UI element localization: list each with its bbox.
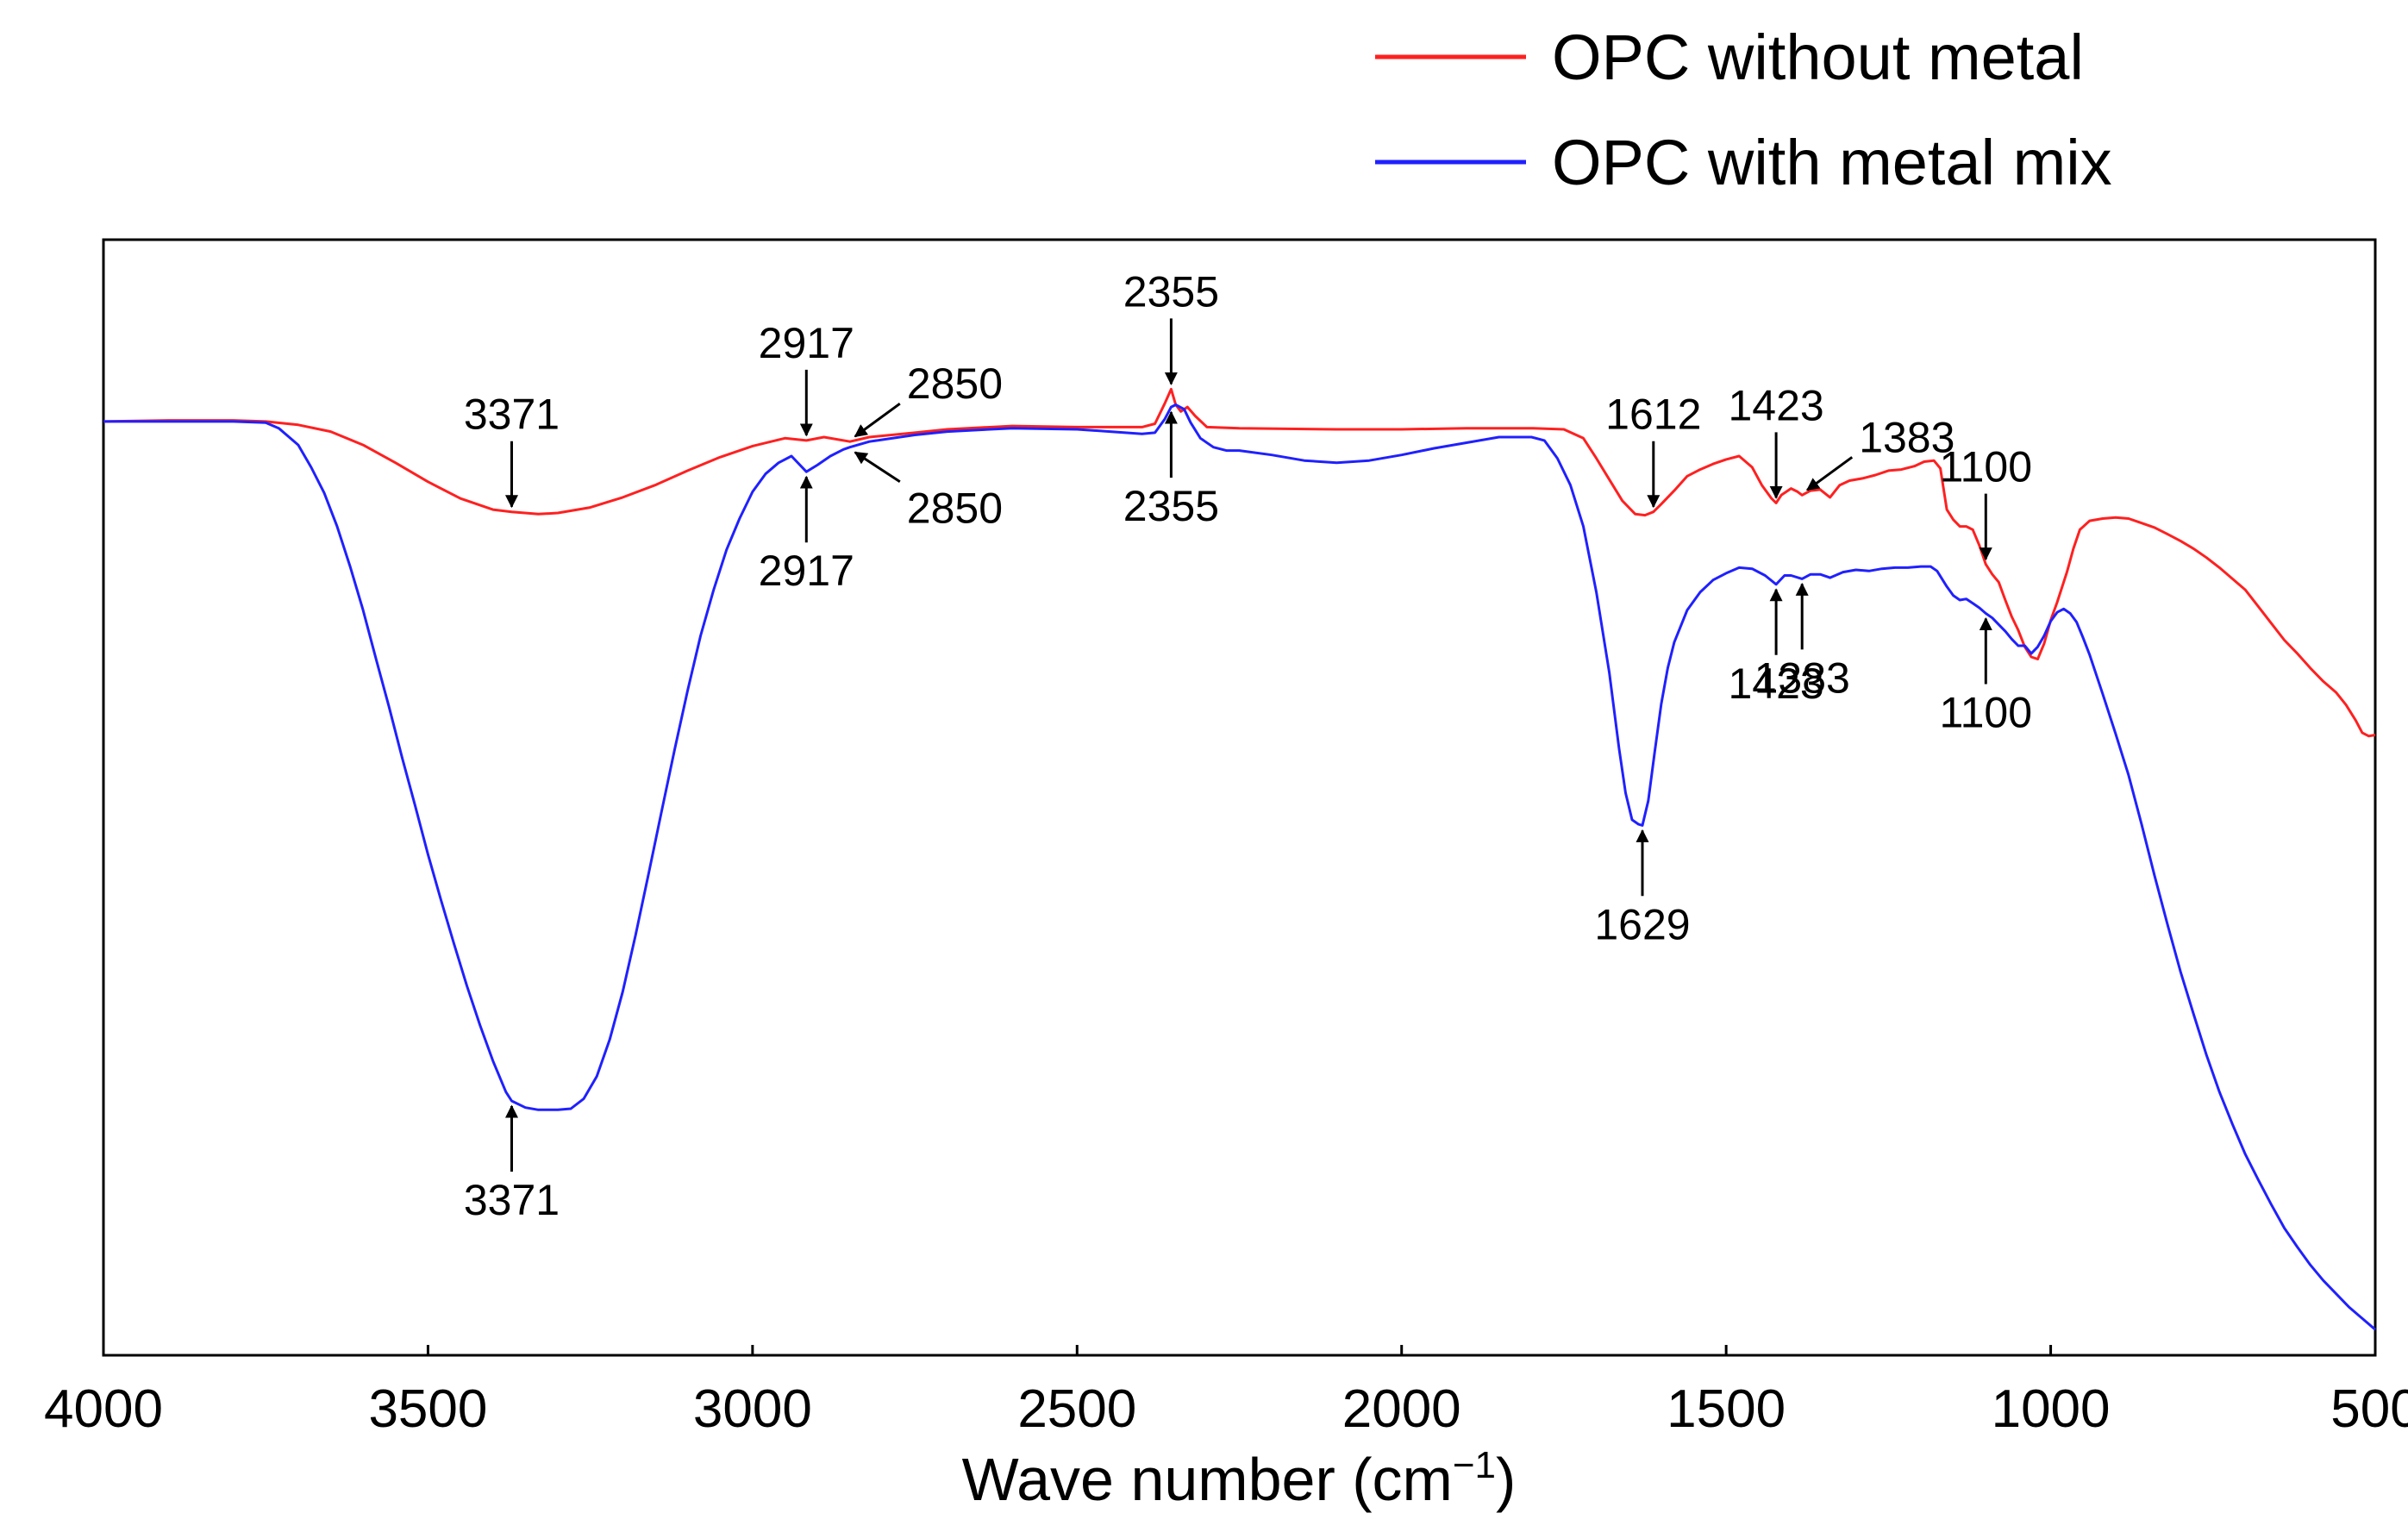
peak-label: 2850	[907, 485, 1003, 533]
peak-label: 1383	[1754, 653, 1850, 702]
series-line-1	[103, 403, 2376, 1331]
x-tick-label: 4000	[44, 1379, 163, 1439]
series-line-0	[103, 387, 2376, 738]
peak-label: 2355	[1123, 482, 1219, 530]
x-tick-label: 3000	[693, 1379, 812, 1439]
x-axis-title: Wave number (cm−1)	[962, 1444, 1517, 1513]
peak-label: 1423	[1728, 381, 1823, 429]
peak-label: 2850	[907, 360, 1003, 408]
x-tick-label: 3500	[368, 1379, 487, 1439]
peak-label: 1629	[1594, 900, 1690, 948]
peak-label: 1423	[1728, 660, 1823, 708]
peak-label: 1612	[1605, 391, 1701, 439]
legend-label-opc-without-metal: OPC without metal	[1552, 22, 2084, 93]
x-axis-ticks: 4000 3500 3000 2500 2000 1500 1000 500	[44, 1345, 2408, 1439]
peak-label: 2917	[759, 547, 854, 595]
peak-arrow	[1805, 456, 1854, 491]
legend-label-opc-with-metal-mix: OPC with metal mix	[1552, 127, 2112, 198]
peak-label: 1383	[1859, 413, 1955, 461]
x-tick-label: 2500	[1017, 1379, 1136, 1439]
peak-arrow	[854, 402, 901, 438]
series-layer	[103, 387, 2376, 1331]
peak-label: 1100	[1940, 443, 2033, 491]
peak-label: 3371	[464, 391, 560, 439]
legend: OPC without metal OPC with metal mix	[1375, 22, 2112, 198]
x-axis-title-text: Wave number	[962, 1446, 1335, 1513]
plot-frame	[102, 238, 2377, 1357]
x-axis-title-unit: (cm	[1352, 1446, 1453, 1513]
x-tick-label: 2000	[1342, 1379, 1461, 1439]
peak-arrow	[854, 451, 901, 483]
x-axis-title-close: )	[1496, 1446, 1516, 1513]
peak-label: 2917	[759, 319, 854, 367]
x-tick-label: 1500	[1667, 1379, 1786, 1439]
x-tick-label: 500	[2330, 1379, 2408, 1439]
peak-label: 3371	[464, 1176, 560, 1224]
x-tick-label: 1000	[1992, 1379, 2111, 1439]
peak-label: 1100	[1940, 689, 2033, 737]
x-axis-title-superscript: −1	[1453, 1444, 1496, 1486]
peak-label: 2355	[1123, 267, 1219, 316]
